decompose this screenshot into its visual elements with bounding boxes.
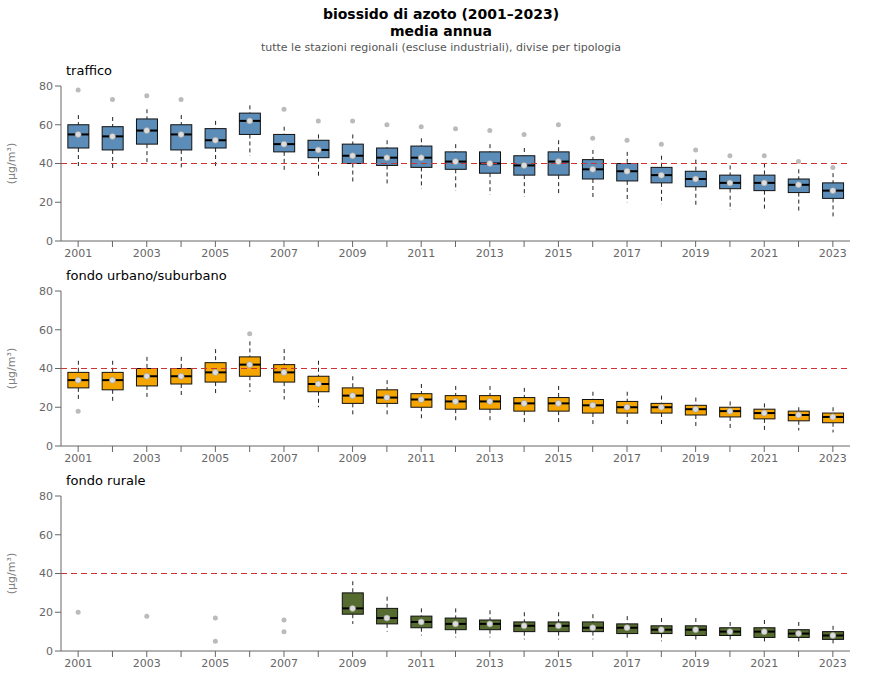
svg-text:2023: 2023 (819, 452, 847, 465)
svg-text:2017: 2017 (613, 247, 641, 260)
svg-text:2005: 2005 (201, 247, 229, 260)
svg-text:2019: 2019 (682, 247, 710, 260)
svg-text:2007: 2007 (270, 657, 298, 670)
svg-text:60: 60 (39, 119, 53, 132)
svg-text:2023: 2023 (819, 657, 847, 670)
svg-text:40: 40 (39, 567, 53, 580)
html-text:traffico: traffico (66, 63, 113, 78)
svg-text:2011: 2011 (407, 657, 435, 670)
svg-text:2017: 2017 (613, 657, 641, 670)
svg-text:80: 80 (39, 285, 53, 298)
svg-text:80: 80 (39, 490, 53, 503)
svg-text:20: 20 (39, 606, 53, 619)
svg-text:2021: 2021 (750, 657, 778, 670)
svg-text:2003: 2003 (133, 452, 161, 465)
svg-text:2015: 2015 (544, 452, 572, 465)
svg-text:2013: 2013 (476, 452, 504, 465)
svg-text:2023: 2023 (819, 247, 847, 260)
svg-text:2019: 2019 (682, 452, 710, 465)
svg-text:2003: 2003 (133, 657, 161, 670)
html-text:tutte le stazioni regionali (e: tutte le stazioni regionali (escluse ind… (260, 41, 622, 54)
svg-text:2007: 2007 (270, 247, 298, 260)
svg-text:40: 40 (39, 362, 53, 375)
svg-text:2009: 2009 (339, 452, 367, 465)
svg-text:0: 0 (46, 645, 53, 658)
svg-text:2007: 2007 (270, 452, 298, 465)
svg-text:60: 60 (39, 529, 53, 542)
svg-text:80: 80 (39, 80, 53, 93)
svg-text:2017: 2017 (613, 452, 641, 465)
svg-text:2019: 2019 (682, 657, 710, 670)
svg-text:0: 0 (46, 440, 53, 453)
svg-text:2009: 2009 (339, 247, 367, 260)
svg-text:2011: 2011 (407, 452, 435, 465)
svg-text:2003: 2003 (133, 247, 161, 260)
svg-text:(μg/m³): (μg/m³) (8, 348, 18, 389)
html-text:fondo rurale: fondo rurale (66, 473, 146, 488)
html-text:biossido di azoto (2001–2023): biossido di azoto (2001–2023) (322, 6, 560, 22)
svg-text:2001: 2001 (64, 452, 92, 465)
svg-text:2013: 2013 (476, 657, 504, 670)
svg-text:2021: 2021 (750, 452, 778, 465)
svg-text:2013: 2013 (476, 247, 504, 260)
svg-text:(μg/m³): (μg/m³) (8, 143, 18, 184)
svg-text:60: 60 (39, 324, 53, 337)
html-text:fondo urbano/suburbano: fondo urbano/suburbano (66, 268, 227, 283)
svg-text:2011: 2011 (407, 247, 435, 260)
svg-text:2015: 2015 (544, 657, 572, 670)
svg-text:2001: 2001 (64, 247, 92, 260)
svg-text:2005: 2005 (201, 452, 229, 465)
svg-text:2001: 2001 (64, 657, 92, 670)
svg-text:0: 0 (46, 235, 53, 248)
html-text:media annua: media annua (390, 23, 492, 39)
svg-text:20: 20 (39, 196, 53, 209)
svg-text:2021: 2021 (750, 247, 778, 260)
svg-text:2015: 2015 (544, 247, 572, 260)
svg-text:2009: 2009 (339, 657, 367, 670)
svg-text:(μg/m³): (μg/m³) (8, 553, 18, 594)
svg-text:40: 40 (39, 157, 53, 170)
svg-text:20: 20 (39, 401, 53, 414)
svg-text:2005: 2005 (201, 657, 229, 670)
